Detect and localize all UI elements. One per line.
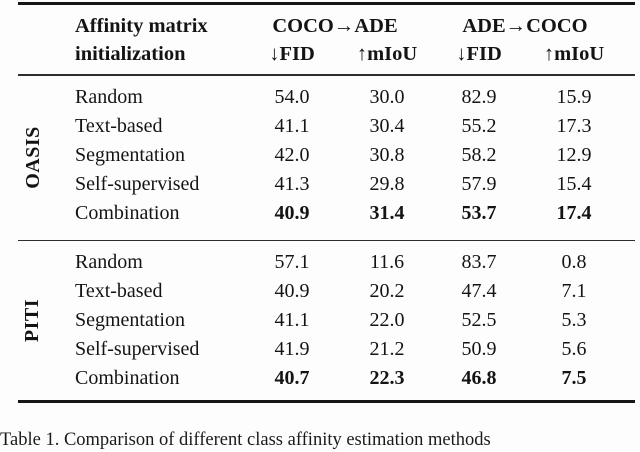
- block-group-label: PITI: [21, 298, 44, 343]
- cell-value: 41.3: [274, 172, 310, 195]
- cell-value: 46.8: [461, 367, 497, 389]
- cell-value: 17.3: [556, 114, 592, 137]
- cell-value: 21.2: [369, 338, 405, 360]
- cell-value: 57.9: [461, 172, 497, 195]
- top-rule: [18, 2, 635, 5]
- table-row: Combination 40.7 22.3 46.8 7.5: [18, 364, 635, 393]
- block-rows: Random 57.1 11.6 83.7 0.8 Text-based 40.9 20.2 4…: [18, 248, 635, 393]
- subheader-miou-2: ↑mIoU: [543, 43, 605, 65]
- cell-value: 11.6: [369, 251, 405, 273]
- header-rule: [18, 74, 635, 76]
- row-label: Text-based: [75, 280, 163, 302]
- header-title-line1: Affinity matrix: [75, 15, 208, 37]
- cell-value: 5.6: [561, 338, 587, 360]
- row-label: Self-supervised: [75, 338, 200, 360]
- cell-value: 52.5: [461, 309, 497, 331]
- header-spacer: [18, 12, 75, 40]
- block-piti: PITI Random 57.1 11.6 83.7 0.8 Text-based 40.9…: [18, 241, 635, 400]
- cell-value: 30.0: [369, 85, 405, 108]
- cell-value: 0.8: [561, 251, 587, 273]
- cell-value: 12.9: [556, 143, 592, 166]
- header-spacer: [18, 40, 75, 68]
- cell-value: 22.3: [369, 367, 405, 389]
- cell-value: 50.9: [461, 338, 497, 360]
- row-label: Self-supervised: [75, 172, 200, 195]
- cell-value: 31.4: [369, 201, 405, 224]
- rotated-group-label: PITI: [18, 241, 48, 400]
- table-row: Self-supervised 41.9 21.2 50.9 5.6: [18, 335, 635, 364]
- cell-value: 55.2: [461, 114, 497, 137]
- cell-value: 29.8: [369, 172, 405, 195]
- cell-value: 5.3: [561, 309, 587, 331]
- table-row: Segmentation 41.1 22.0 52.5 5.3: [18, 306, 635, 335]
- row-label: Text-based: [75, 114, 163, 137]
- bottom-rule: [18, 400, 635, 403]
- block-rows: Random 54.0 30.0 82.9 15.9 Text-based 41.1 30.4…: [18, 83, 635, 228]
- cell-value: 40.9: [274, 201, 310, 224]
- block-group-label: OASIS: [21, 126, 44, 189]
- subheader-miou-1: ↑mIoU: [356, 43, 418, 65]
- cell-value: 7.5: [561, 367, 587, 389]
- header-title-line2: initialization: [75, 43, 186, 65]
- cell-value: 53.7: [461, 201, 497, 224]
- cell-value: 82.9: [461, 85, 497, 108]
- row-label: Segmentation: [75, 309, 185, 331]
- cell-value: 30.8: [369, 143, 405, 166]
- cell-value: 40.9: [274, 280, 310, 302]
- cell-value: 41.1: [274, 114, 310, 137]
- cell-value: 42.0: [274, 143, 310, 166]
- cell-value: 7.1: [561, 280, 587, 302]
- cell-value: 58.2: [461, 143, 497, 166]
- row-label: Random: [75, 85, 143, 108]
- cell-value: 17.4: [556, 201, 592, 224]
- cell-value: 41.1: [274, 309, 310, 331]
- column-group-ade-coco: ADE→COCO: [462, 15, 588, 37]
- row-label: Combination: [75, 367, 180, 389]
- table-header: Affinity matrix COCO→ADE ADE→COCO initia…: [18, 5, 635, 74]
- block-oasis: OASIS Random 54.0 30.0 82.9 15.9 Text-based 41…: [18, 76, 635, 240]
- cell-value: 47.4: [461, 280, 497, 302]
- row-label: Random: [75, 251, 143, 273]
- cell-value: 40.7: [274, 367, 310, 389]
- results-table: Affinity matrix COCO→ADE ADE→COCO initia…: [18, 2, 635, 403]
- table-caption: Table 1. Comparison of different class a…: [0, 430, 491, 450]
- table-row: Random 57.1 11.6 83.7 0.8: [18, 248, 635, 277]
- cell-value: 15.4: [556, 172, 592, 195]
- cell-value: 20.2: [369, 280, 405, 302]
- cell-value: 22.0: [369, 309, 405, 331]
- row-label: Segmentation: [75, 143, 185, 166]
- column-group-coco-ade: COCO→ADE: [272, 15, 398, 37]
- table-row: Text-based 40.9 20.2 47.4 7.1: [18, 277, 635, 306]
- rotated-group-label: OASIS: [18, 76, 48, 240]
- subheader-fid-1: ↓FID: [269, 43, 315, 65]
- cell-value: 57.1: [274, 251, 310, 273]
- table-row: Combination 40.9 31.4 53.7 17.4: [18, 199, 635, 228]
- table-row: Self-supervised 41.3 29.8 57.9 15.4: [18, 170, 635, 199]
- cell-value: 15.9: [556, 85, 592, 108]
- mid-rule: [18, 239, 635, 241]
- cell-value: 83.7: [461, 251, 497, 273]
- table-row: Text-based 41.1 30.4 55.2 17.3: [18, 112, 635, 141]
- table-row: Segmentation 42.0 30.8 58.2 12.9: [18, 141, 635, 170]
- subheader-fid-2: ↓FID: [456, 43, 502, 65]
- row-label: Combination: [75, 201, 180, 224]
- cell-value: 41.9: [274, 338, 310, 360]
- table-row: Random 54.0 30.0 82.9 15.9: [18, 83, 635, 112]
- cell-value: 30.4: [369, 114, 405, 137]
- cell-value: 54.0: [274, 85, 310, 108]
